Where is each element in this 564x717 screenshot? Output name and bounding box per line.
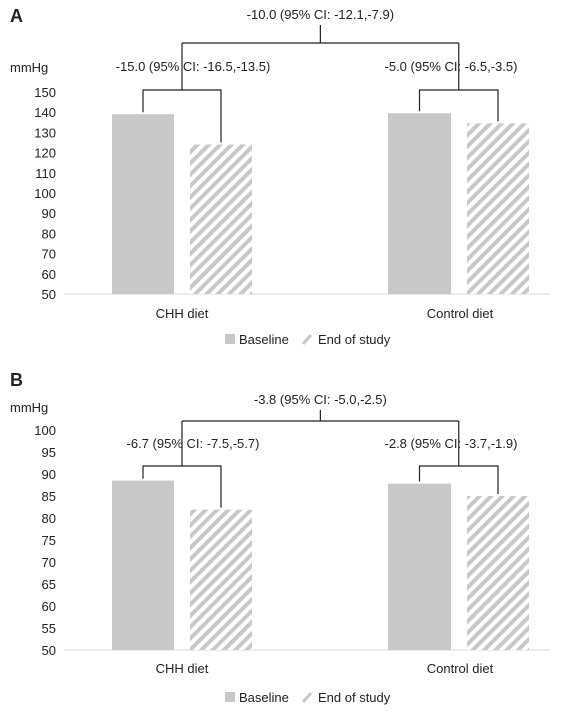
panel-a-between-group-annotation: -10.0 (95% CI: -12.1,-7.9)	[247, 7, 394, 22]
panel-a-within-group-annotation: -5.0 (95% CI: -6.5,-3.5)	[385, 59, 518, 74]
panel-a-bar-baseline-control	[388, 113, 451, 295]
panel-a-y-tick-label: 90	[42, 206, 56, 221]
panel-a-bar-end-of-study-chh	[190, 144, 252, 294]
panel-a-y-tick-label: 60	[42, 267, 56, 282]
panel-b-category-label: Control diet	[427, 661, 494, 676]
panel-a-y-tick-label: 80	[42, 226, 56, 241]
panel-b-bar-baseline-control	[388, 483, 451, 650]
panel-b-legend-label-end-of-study: End of study	[318, 690, 391, 705]
panel-b-bar-baseline-chh	[112, 480, 174, 650]
panel-a-legend-swatch-baseline	[225, 334, 235, 344]
panel-a-y-tick-label: 140	[34, 105, 56, 120]
panel-b-bar-end-of-study-chh	[190, 509, 252, 650]
panel-a-y-tick-label: 120	[34, 146, 56, 161]
panel-b-legend-swatch-baseline	[225, 692, 235, 702]
panel-b-within-group-annotation: -6.7 (95% CI: -7.5,-5.7)	[127, 436, 260, 451]
panel-b-between-group-annotation: -3.8 (95% CI: -5.0,-2.5)	[254, 392, 387, 407]
panel-b-bar-end-of-study-control	[467, 496, 529, 650]
panel-b-y-tick-label: 95	[42, 445, 56, 460]
panel-a-bar-end-of-study-control	[467, 123, 529, 294]
panel-a-y-tick-label: 130	[34, 125, 56, 140]
panel-b-y-tick-label: 85	[42, 489, 56, 504]
panel-b-y-tick-label: 65	[42, 577, 56, 592]
panel-b-y-tick-label: 60	[42, 599, 56, 614]
panel-a-y-tick-label: 100	[34, 186, 56, 201]
panel-b-y-tick-label: 55	[42, 621, 56, 636]
panel-a-category-label: CHH diet	[156, 306, 209, 321]
panel-b-y-tick-label: 75	[42, 533, 56, 548]
panel-a-legend-label-end-of-study: End of study	[318, 332, 391, 347]
panel-b-y-tick-label: 70	[42, 555, 56, 570]
panel-b-within-group-annotation: -2.8 (95% CI: -3.7,-1.9)	[385, 436, 518, 451]
panel-b-label: B	[10, 370, 23, 390]
panel-b-y-tick-label: 80	[42, 511, 56, 526]
panel-b-y-tick-label: 90	[42, 467, 56, 482]
panel-b-category-label: CHH diet	[156, 661, 209, 676]
panel-b-legend-swatch-end-of-study	[301, 692, 313, 703]
panel-b-y-axis-label: mmHg	[10, 400, 48, 415]
panel-b-legend-label-baseline: Baseline	[239, 690, 289, 705]
panel-b-y-tick-label: 50	[42, 643, 56, 658]
panel-a-y-tick-label: 70	[42, 247, 56, 262]
panel-a-label: A	[10, 6, 23, 26]
panel-a-within-group-annotation: -15.0 (95% CI: -16.5,-13.5)	[116, 59, 271, 74]
panel-a-y-tick-label: 50	[42, 287, 56, 302]
panel-b-y-tick-label: 100	[34, 423, 56, 438]
panel-a-y-tick-label: 150	[34, 85, 56, 100]
panel-a-y-tick-label: 110	[35, 166, 56, 181]
panel-a-category-label: Control diet	[427, 306, 494, 321]
panel-a-legend-swatch-end-of-study	[301, 334, 313, 345]
panel-a-legend-label-baseline: Baseline	[239, 332, 289, 347]
panel-a-y-axis-label: mmHg	[10, 60, 48, 75]
panel-a-bar-baseline-chh	[112, 114, 174, 294]
